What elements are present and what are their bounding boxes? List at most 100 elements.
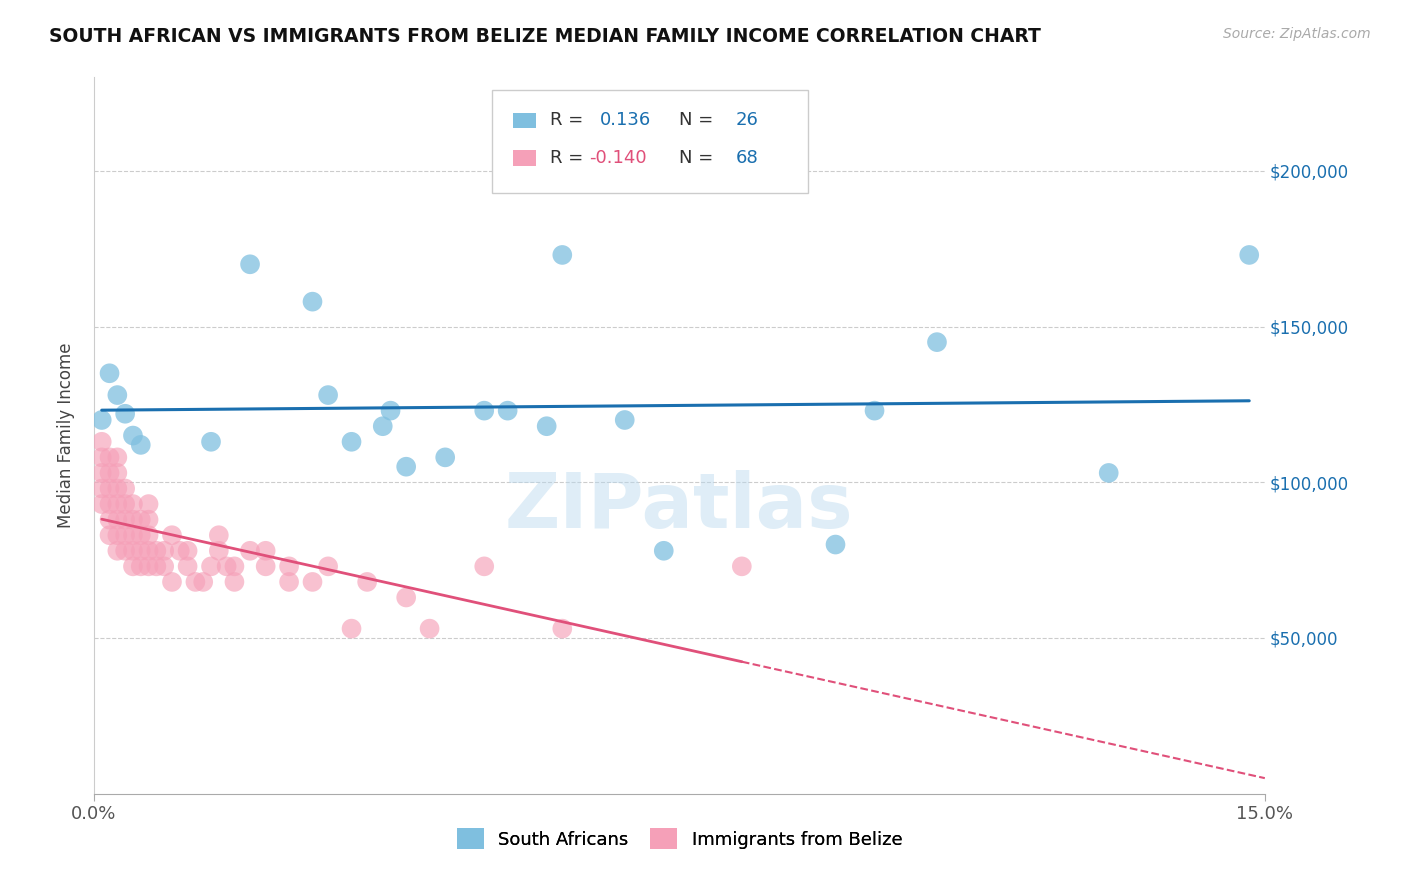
Y-axis label: Median Family Income: Median Family Income xyxy=(58,343,75,528)
Point xyxy=(278,559,301,574)
Text: N =: N = xyxy=(679,112,718,129)
Point xyxy=(90,434,112,449)
Point xyxy=(98,528,121,542)
Point xyxy=(208,528,231,542)
Point xyxy=(98,513,121,527)
Point xyxy=(316,388,339,402)
Point xyxy=(105,466,128,480)
Point xyxy=(105,513,128,527)
Point xyxy=(90,482,112,496)
Point xyxy=(863,403,886,417)
Point xyxy=(114,513,136,527)
Point xyxy=(122,559,145,574)
Point xyxy=(122,497,145,511)
Point xyxy=(129,543,152,558)
Text: R =: R = xyxy=(550,149,589,167)
Point xyxy=(98,497,121,511)
Text: Source: ZipAtlas.com: Source: ZipAtlas.com xyxy=(1223,27,1371,41)
Text: N =: N = xyxy=(679,149,718,167)
Point xyxy=(239,543,262,558)
FancyBboxPatch shape xyxy=(513,112,536,128)
Point xyxy=(122,543,145,558)
Point xyxy=(129,528,152,542)
Point xyxy=(925,335,948,350)
Point xyxy=(551,622,574,636)
Point xyxy=(224,574,246,589)
Point xyxy=(395,459,418,474)
Point xyxy=(176,559,198,574)
Point xyxy=(114,407,136,421)
Text: 26: 26 xyxy=(735,112,758,129)
Point xyxy=(90,413,112,427)
Point xyxy=(114,528,136,542)
Point xyxy=(122,513,145,527)
Point xyxy=(652,543,675,558)
Point xyxy=(98,482,121,496)
Point xyxy=(200,559,222,574)
Point xyxy=(371,419,394,434)
Point xyxy=(114,497,136,511)
Point xyxy=(122,528,145,542)
Point xyxy=(254,543,277,558)
Point xyxy=(184,574,207,589)
Point xyxy=(301,294,323,309)
Point xyxy=(90,497,112,511)
Point xyxy=(536,419,558,434)
Point xyxy=(90,466,112,480)
FancyBboxPatch shape xyxy=(513,150,536,166)
Point xyxy=(105,543,128,558)
Text: 68: 68 xyxy=(735,149,758,167)
Point xyxy=(193,574,215,589)
Point xyxy=(138,559,160,574)
Point xyxy=(278,574,301,589)
Point xyxy=(824,537,846,551)
Point xyxy=(153,543,176,558)
Point xyxy=(105,388,128,402)
Point xyxy=(340,434,363,449)
Point xyxy=(129,559,152,574)
Point xyxy=(1237,248,1260,262)
FancyBboxPatch shape xyxy=(492,89,808,194)
Point xyxy=(129,438,152,452)
Point xyxy=(105,497,128,511)
Point xyxy=(138,528,160,542)
Point xyxy=(208,543,231,558)
Point xyxy=(356,574,378,589)
Point xyxy=(224,559,246,574)
Point xyxy=(129,513,152,527)
Point xyxy=(551,248,574,262)
Point xyxy=(176,543,198,558)
Point xyxy=(114,543,136,558)
Point xyxy=(138,543,160,558)
Point xyxy=(613,413,636,427)
Point xyxy=(98,450,121,465)
Point xyxy=(380,403,402,417)
Text: R =: R = xyxy=(550,112,589,129)
Point xyxy=(138,497,160,511)
Point xyxy=(169,543,191,558)
Point xyxy=(434,450,457,465)
Point xyxy=(496,403,519,417)
Point xyxy=(98,466,121,480)
Point xyxy=(122,428,145,442)
Point xyxy=(90,450,112,465)
Point xyxy=(472,403,495,417)
Point xyxy=(239,257,262,271)
Point xyxy=(1098,466,1121,480)
Point xyxy=(200,434,222,449)
Text: -0.140: -0.140 xyxy=(589,149,647,167)
Point xyxy=(254,559,277,574)
Point xyxy=(316,559,339,574)
Point xyxy=(160,574,183,589)
Point xyxy=(105,450,128,465)
Point xyxy=(105,482,128,496)
Point xyxy=(472,559,495,574)
Legend: South Africans, Immigrants from Belize: South Africans, Immigrants from Belize xyxy=(450,821,910,856)
Text: 0.136: 0.136 xyxy=(599,112,651,129)
Point xyxy=(105,528,128,542)
Text: SOUTH AFRICAN VS IMMIGRANTS FROM BELIZE MEDIAN FAMILY INCOME CORRELATION CHART: SOUTH AFRICAN VS IMMIGRANTS FROM BELIZE … xyxy=(49,27,1040,45)
Point xyxy=(340,622,363,636)
Point xyxy=(301,574,323,589)
Point xyxy=(98,366,121,380)
Point xyxy=(395,591,418,605)
